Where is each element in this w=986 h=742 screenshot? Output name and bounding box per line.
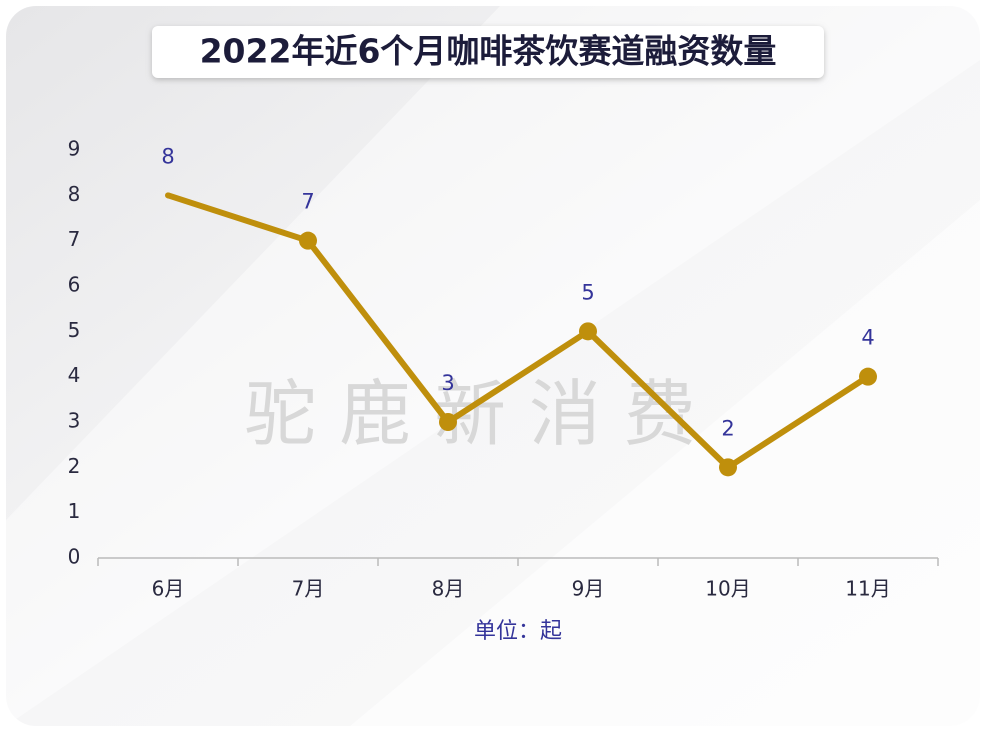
chart-title: 2022年近6个月咖啡茶饮赛道融资数量	[200, 32, 777, 71]
x-tick-label: 8月	[432, 577, 465, 601]
point	[165, 192, 171, 199]
data-label: 3	[441, 371, 454, 395]
point	[859, 367, 877, 386]
plot: 0 1 2 3 4 5 6 7 8 9 6月 7月 8月 9月 10月 11月 8 7 3 5 2 4	[68, 137, 939, 601]
y-tick-label: 8	[68, 182, 81, 206]
data-label: 7	[301, 190, 314, 214]
data-label: 4	[861, 326, 874, 350]
x-axis-label: 单位：起	[474, 619, 562, 644]
y-tick-label: 7	[68, 227, 81, 251]
data-label: 2	[721, 416, 734, 440]
y-tick-label: 6	[68, 273, 81, 297]
y-tick-label: 2	[68, 454, 81, 478]
y-tick-label: 3	[68, 409, 81, 433]
point	[299, 231, 317, 250]
y-tick-label: 1	[68, 499, 81, 523]
x-tick-label: 6月	[152, 577, 185, 601]
y-tick-label: 9	[68, 137, 81, 161]
point	[719, 458, 737, 477]
title-box	[152, 26, 824, 78]
bg-stripe	[6, 6, 980, 726]
bg-stripe	[350, 200, 980, 726]
x-tick-label: 9月	[572, 577, 605, 601]
y-tick-label: 5	[68, 318, 81, 342]
y-tick-label: 0	[68, 545, 81, 569]
point	[439, 413, 457, 431]
x-tick-label: 7月	[292, 577, 325, 601]
data-label: 8	[161, 144, 174, 168]
data-label: 5	[581, 280, 594, 304]
x-tick-label: 10月	[705, 577, 750, 601]
watermark: 驼 鹿 新 消 费	[244, 372, 696, 456]
line	[167, 192, 870, 471]
point	[579, 322, 597, 341]
x-tick-label: 11月	[845, 577, 890, 601]
y-tick-label: 4	[68, 363, 81, 387]
